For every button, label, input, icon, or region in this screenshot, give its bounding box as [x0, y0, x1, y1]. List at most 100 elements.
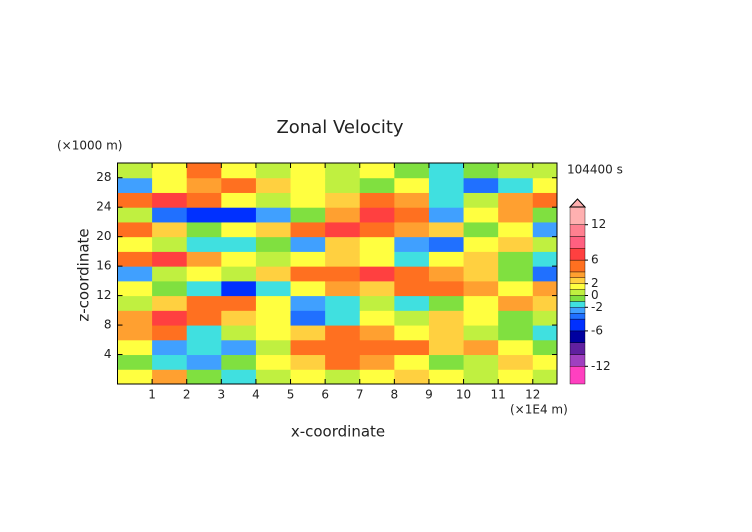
y-unit: (×1000 m)	[57, 139, 122, 153]
cell	[325, 163, 361, 179]
cell	[255, 192, 292, 208]
cell	[186, 310, 222, 326]
cell	[255, 310, 292, 326]
cell	[290, 310, 326, 326]
cell	[359, 310, 395, 326]
cell	[394, 163, 430, 179]
y-tick-label: 12	[96, 288, 111, 302]
colorbar-band	[569, 283, 586, 290]
cell	[255, 207, 292, 223]
cell	[186, 295, 222, 311]
cell	[532, 192, 557, 208]
cell	[498, 207, 534, 223]
x-tick-label: 8	[391, 388, 399, 402]
cell	[117, 369, 153, 384]
cell	[221, 251, 257, 267]
colorbar-tick-label: -2	[591, 300, 603, 314]
y-tick-label: 24	[96, 200, 111, 214]
cell	[221, 354, 257, 370]
cell	[498, 163, 534, 179]
cell	[221, 339, 257, 356]
cell	[221, 310, 257, 326]
cell	[428, 325, 465, 341]
cell	[428, 177, 465, 193]
cell	[290, 207, 326, 223]
cell	[186, 177, 222, 193]
cell	[359, 354, 395, 370]
cell	[152, 163, 188, 179]
cell	[394, 325, 430, 341]
cell	[359, 339, 395, 356]
cell	[325, 266, 361, 282]
cell	[117, 177, 153, 193]
cell	[117, 251, 153, 267]
cell	[325, 177, 361, 193]
x-tick-label: 2	[183, 388, 191, 402]
cell	[325, 280, 361, 297]
cell	[152, 310, 188, 326]
cell	[255, 177, 292, 193]
cell	[532, 207, 557, 223]
cell	[428, 236, 465, 252]
cell	[255, 369, 292, 384]
cell	[117, 266, 153, 282]
cell	[255, 295, 292, 311]
cell	[117, 325, 153, 341]
colorbar-band	[569, 313, 586, 320]
cell	[290, 221, 326, 238]
cell	[221, 236, 257, 252]
cell	[394, 295, 430, 311]
cell	[325, 310, 361, 326]
cell	[186, 251, 222, 267]
cell	[394, 192, 430, 208]
colorbar-extension	[568, 198, 587, 208]
y-tick-label: 4	[104, 347, 112, 361]
y-axis-label: z-coordinate	[75, 228, 93, 321]
cell	[463, 221, 499, 238]
y-tick-label: 20	[96, 229, 111, 243]
cell	[325, 236, 361, 252]
cell	[463, 192, 499, 208]
cell	[152, 280, 188, 297]
colorbar-band	[569, 366, 586, 385]
cell	[428, 339, 465, 356]
x-tick-label: 5	[287, 388, 295, 402]
cell	[152, 295, 188, 311]
cell	[255, 251, 292, 267]
cell	[359, 192, 395, 208]
colorbar-tick-label: -6	[591, 323, 603, 337]
cell	[532, 177, 557, 193]
colorbar-band	[569, 307, 586, 314]
cell	[498, 192, 534, 208]
cell	[325, 325, 361, 341]
cell	[117, 236, 153, 252]
cell	[498, 280, 534, 297]
cell	[428, 354, 465, 370]
colorbar-band	[569, 236, 586, 249]
cell	[532, 310, 557, 326]
colorbar-band	[569, 295, 586, 302]
cell	[359, 295, 395, 311]
cell	[221, 280, 257, 297]
cell	[290, 325, 326, 341]
colorbar-band	[569, 318, 586, 332]
cell	[463, 236, 499, 252]
cell	[532, 280, 557, 297]
cell	[117, 221, 153, 238]
cell	[359, 163, 395, 179]
cell	[186, 339, 222, 356]
time-label: 104400 s	[567, 163, 623, 177]
cell	[186, 163, 222, 179]
cell	[290, 192, 326, 208]
cell	[325, 221, 361, 238]
cell	[221, 266, 257, 282]
cell	[221, 295, 257, 311]
x-tick-label: 1	[148, 388, 156, 402]
chart-title: Zonal Velocity	[276, 117, 403, 138]
cell	[325, 251, 361, 267]
cell	[498, 266, 534, 282]
cell	[255, 280, 292, 297]
y-tick-label: 16	[96, 259, 111, 273]
cell	[394, 177, 430, 193]
cell	[498, 251, 534, 267]
